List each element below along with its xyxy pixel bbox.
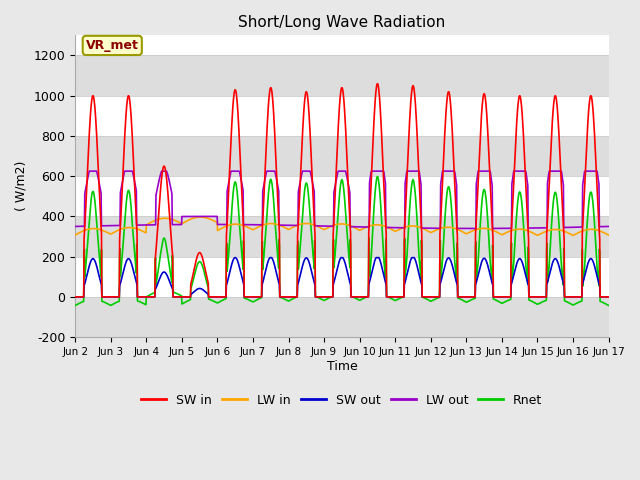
Legend: SW in, LW in, SW out, LW out, Rnet: SW in, LW in, SW out, LW out, Rnet: [136, 389, 547, 412]
Title: Short/Long Wave Radiation: Short/Long Wave Radiation: [238, 15, 445, 30]
X-axis label: Time: Time: [326, 360, 357, 372]
Text: VR_met: VR_met: [86, 39, 139, 52]
Bar: [75, 56, 609, 96]
Bar: [75, 216, 609, 257]
Bar: [75, 297, 609, 337]
Y-axis label: ( W/m2): ( W/m2): [15, 161, 28, 211]
Bar: [75, 136, 609, 176]
